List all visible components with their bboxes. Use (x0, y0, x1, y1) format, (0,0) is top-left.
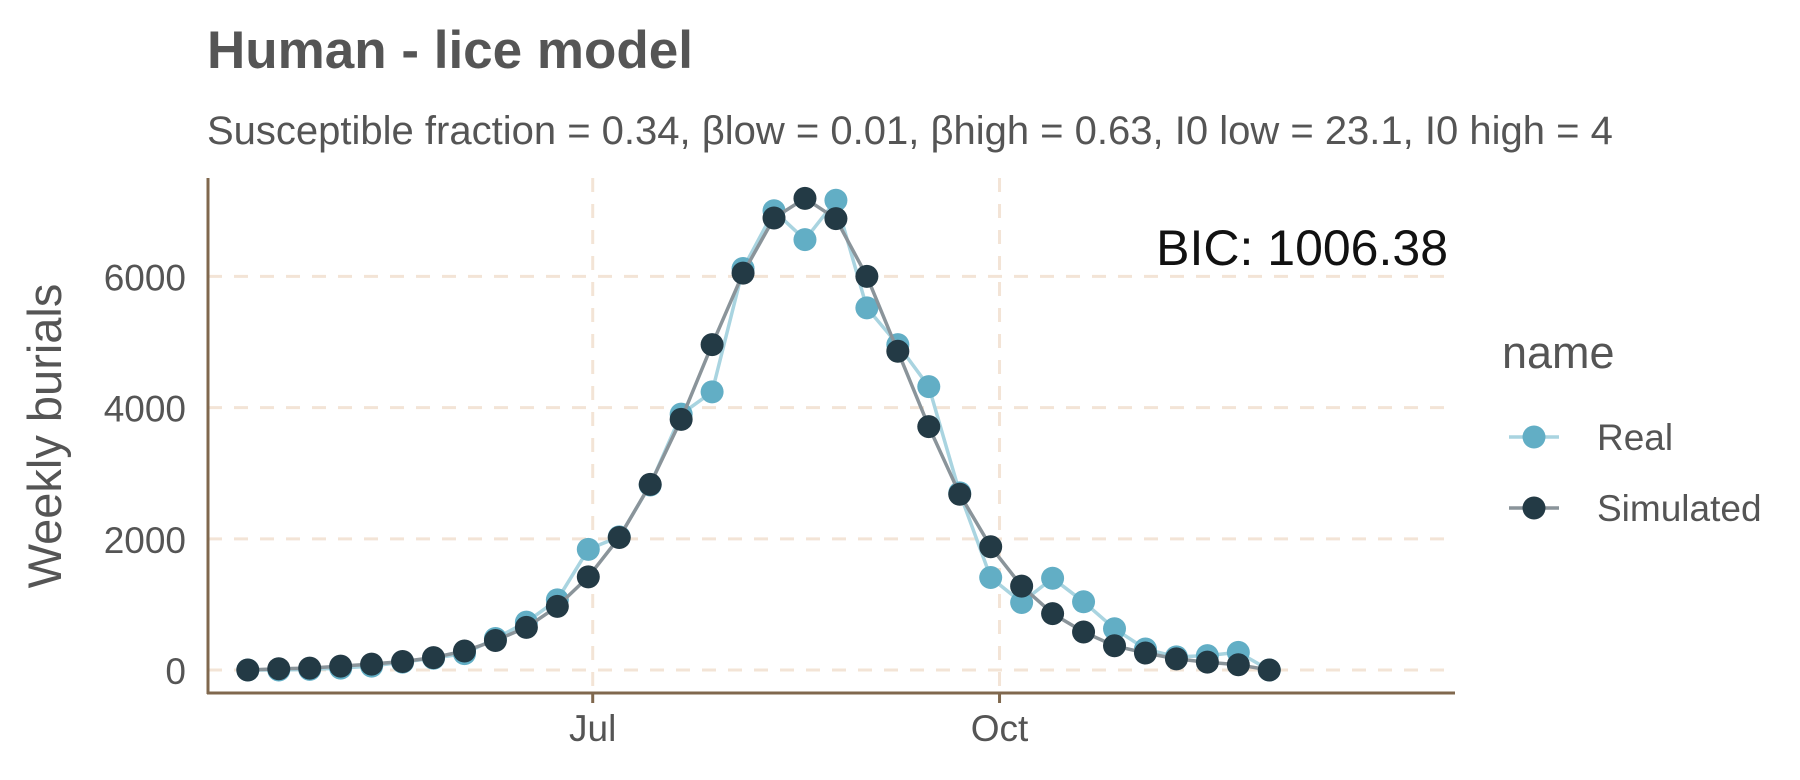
data-point (917, 375, 941, 399)
data-point (1041, 602, 1065, 626)
data-point (824, 207, 848, 231)
data-point (762, 206, 786, 230)
data-point (1133, 641, 1157, 665)
grid (208, 178, 1455, 693)
data-point (979, 535, 1003, 559)
y-tick-label: 2000 (104, 520, 186, 561)
data-point (793, 186, 817, 210)
data-point (1103, 634, 1127, 658)
legend-title: name (1502, 327, 1615, 378)
data-point (700, 333, 724, 357)
data-point (731, 261, 755, 285)
data-point (1072, 620, 1096, 644)
data-point (1010, 574, 1034, 598)
data-point (483, 629, 507, 653)
data-point (824, 188, 848, 212)
axes (206, 178, 1455, 695)
legend: name Real Simulated (1502, 327, 1762, 529)
data-point (1257, 658, 1281, 682)
data-point (638, 472, 662, 496)
tick-labels: 0 2000 4000 6000 Jul Oct (104, 257, 1029, 749)
data-point (793, 228, 817, 252)
data-point (855, 296, 879, 320)
series-layer (236, 186, 1281, 682)
data-point (1103, 617, 1127, 641)
x-tick-label: Jul (569, 708, 616, 749)
x-tick-label: Oct (971, 708, 1029, 749)
data-point (422, 646, 446, 670)
data-point (700, 380, 724, 404)
chart-subtitle: Susceptible fraction = 0.34, βlow = 0.01… (207, 109, 1613, 153)
data-point (979, 566, 1003, 590)
legend-label: Real (1597, 417, 1673, 458)
data-point (886, 339, 910, 363)
data-point (576, 537, 600, 561)
data-point (329, 654, 353, 678)
series-real (236, 188, 1281, 682)
data-point (917, 415, 941, 439)
y-tick-label: 4000 (104, 389, 186, 430)
series-line (247, 198, 1271, 672)
series-simulated (236, 186, 1281, 682)
data-point (514, 615, 538, 639)
legend-item-simulated: Simulated (1509, 488, 1762, 529)
data-point (267, 657, 291, 681)
data-point (607, 526, 631, 550)
legend-item-real: Real (1509, 417, 1673, 458)
data-point (452, 639, 476, 663)
data-point (1010, 590, 1034, 614)
data-point (298, 656, 322, 680)
data-point (391, 650, 415, 674)
data-point (236, 658, 260, 682)
data-point (1072, 590, 1096, 614)
data-point (576, 565, 600, 589)
data-point (360, 652, 384, 676)
legend-label: Simulated (1597, 488, 1762, 529)
legend-key-point (1522, 496, 1546, 520)
y-tick-label: 0 (165, 651, 186, 692)
y-tick-label: 6000 (104, 257, 186, 298)
data-point (1226, 653, 1250, 677)
y-axis-title: Weekly burials (18, 284, 71, 589)
data-point (545, 594, 569, 618)
chart-title: Human - lice model (207, 21, 693, 80)
data-point (855, 264, 879, 288)
data-point (1164, 647, 1188, 671)
legend-key-point (1522, 425, 1546, 449)
data-point (1195, 650, 1219, 674)
data-point (1041, 566, 1065, 590)
bic-annotation: BIC: 1006.38 (1156, 220, 1448, 276)
data-point (669, 407, 693, 431)
data-point (948, 482, 972, 506)
series-line (247, 196, 1270, 672)
